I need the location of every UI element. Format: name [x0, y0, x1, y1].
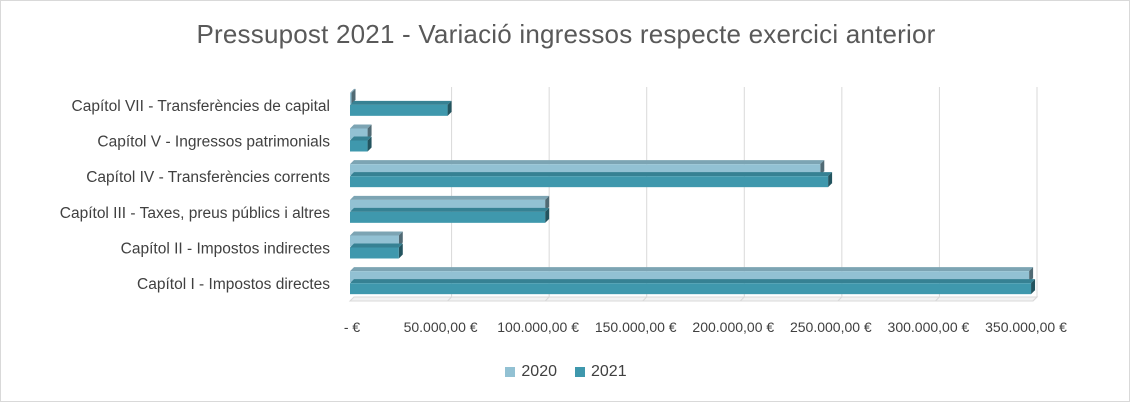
bar-top-2020 [350, 124, 372, 129]
category-label: Capítol I - Impostos directes [137, 276, 330, 293]
bar-side-2021 [398, 243, 403, 259]
bar-2021 [350, 211, 546, 223]
bar-2021 [350, 140, 368, 152]
legend-swatch-2021 [575, 367, 585, 377]
bar-2021 [350, 176, 829, 188]
x-tick-label: 250.000,00 € [790, 319, 872, 335]
legend: 2020 2021 [1, 361, 1130, 383]
bar-top-2020 [350, 231, 403, 236]
gridline-foot [642, 296, 648, 302]
x-tick-label: 200.000,00 € [692, 319, 774, 335]
bar-side-2021 [545, 207, 550, 223]
bar-2020 [350, 235, 399, 247]
bar-2020 [350, 271, 1030, 283]
bar-top-2020 [350, 267, 1034, 272]
category-label: Capítol VII - Transferències de capital [72, 98, 330, 115]
category-label: Capítol II - Impostos indirectes [121, 241, 331, 258]
x-tick-label: 50.000,00 € [404, 319, 478, 335]
bar-2020 [350, 199, 546, 211]
x-tick-label: 150.000,00 € [595, 319, 677, 335]
bar-2020 [350, 92, 352, 104]
chart-title: Pressupost 2021 - Variació ingressos res… [196, 19, 936, 49]
gridline-foot [935, 296, 940, 302]
bar-side-2020 [367, 124, 372, 140]
bar-top-2021 [350, 136, 372, 141]
legend-item-2021: 2021 [575, 363, 627, 381]
x-tick-label: 100.000,00 € [497, 319, 579, 335]
bar-side-2021 [828, 172, 833, 188]
bar-top-2021 [350, 279, 1036, 284]
bar-side-2021 [1031, 279, 1036, 295]
category-label: Capítol IV - Transferències corrents [86, 169, 330, 186]
bar-side-2020 [545, 195, 550, 211]
category-label: Capítol V - Ingressos patrimonials [97, 134, 330, 151]
bar-side-2020 [398, 231, 403, 247]
bar-side-2020 [1029, 267, 1034, 283]
gridline-foot [447, 296, 452, 302]
bar-top-2021 [350, 207, 550, 212]
bar-top-2020 [350, 160, 825, 165]
gridline-foot [739, 296, 745, 302]
x-tick-label: 350.000,00 € [985, 319, 1067, 335]
gridline-foot [837, 296, 843, 302]
x-tick-label: - € [344, 319, 361, 335]
bar-top-2021 [350, 172, 833, 177]
legend-swatch-2020 [505, 367, 516, 377]
bar-top-2021 [350, 100, 452, 105]
gridline-foot [1032, 296, 1038, 302]
category-label: Capítol III - Taxes, preus públics i alt… [60, 205, 330, 222]
legend-label-2020: 2020 [521, 363, 557, 380]
legend-item-2020: 2020 [505, 363, 557, 381]
bar-2020 [350, 164, 821, 176]
x-tick-label: 300.000,00 € [888, 319, 970, 335]
bar-top-2021 [350, 243, 403, 248]
bar-side-2020 [820, 160, 825, 176]
bar-side-2021 [367, 136, 372, 152]
bar-top-2020 [350, 88, 356, 93]
plot-floor [348, 296, 1039, 302]
bar-2020 [350, 128, 368, 140]
bar-2021 [350, 104, 448, 116]
bar-2021 [350, 283, 1032, 295]
bar-top-2020 [350, 195, 550, 200]
legend-label-2021: 2021 [591, 363, 627, 380]
bar-2021 [350, 247, 399, 259]
bar-side-2021 [447, 100, 452, 116]
bar-side-2020 [351, 88, 356, 104]
gridline-foot [544, 296, 550, 302]
plot-area: - € 50.000,00 € 100.000,00 € 150.000,00 € 20… [60, 87, 1067, 335]
